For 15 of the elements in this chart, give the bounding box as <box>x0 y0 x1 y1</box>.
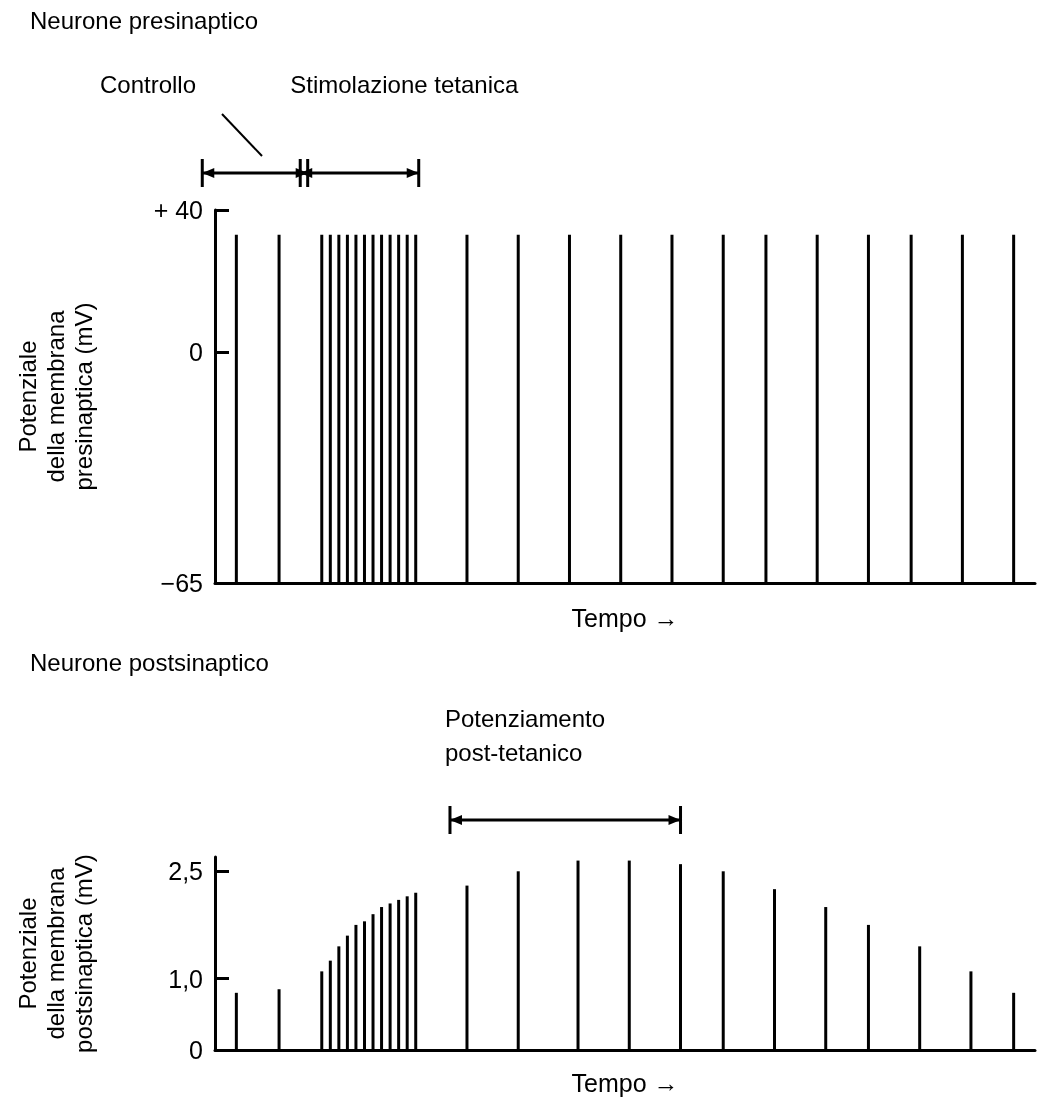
text: Controllo <box>100 70 197 98</box>
text: Potenziamento post-tetanico <box>444 704 606 766</box>
y-tick-label: 2,5 <box>168 857 203 886</box>
y-tick-label: + 40 <box>153 196 203 224</box>
chart-title: Neurone presinaptico <box>30 6 259 34</box>
y-tick-label: 0 <box>189 338 203 367</box>
y-tick-label: 0 <box>189 1036 203 1064</box>
y-axis-title: Potenziale della membrana presinaptica (mV) <box>13 302 97 491</box>
y-tick-label: −65 <box>160 569 203 597</box>
x-axis-title: Tempo → <box>571 1068 679 1097</box>
chart-title: Neurone postsinaptico <box>30 648 269 676</box>
y-tick-label: 1,0 <box>168 964 203 993</box>
x-axis-title: Tempo → <box>571 603 679 632</box>
y-axis-title: Potenziale della membrana postsinaptica (mV) <box>13 854 97 1053</box>
text: Stimolazione tetanica <box>290 70 520 98</box>
